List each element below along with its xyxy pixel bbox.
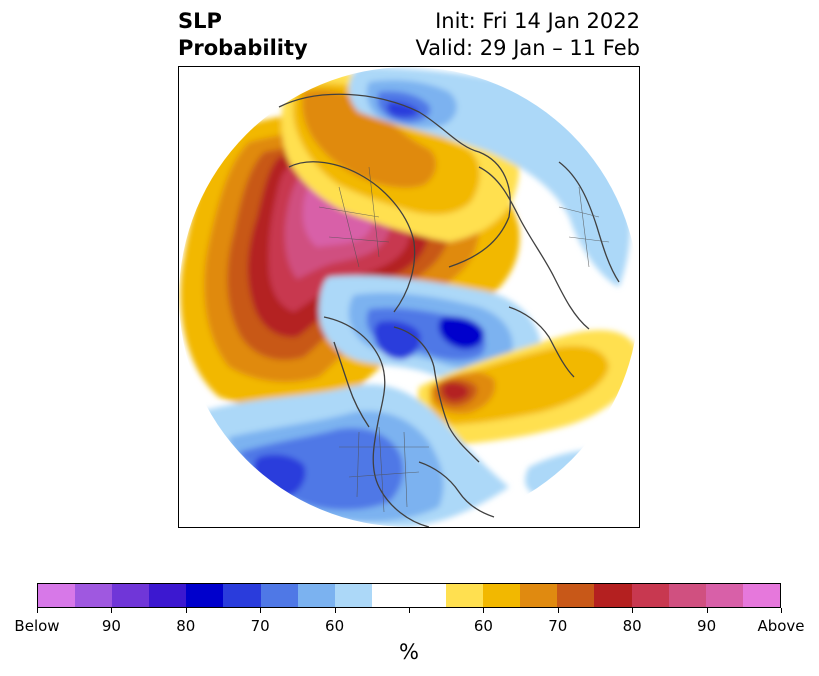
colorbar-segment	[742, 584, 780, 607]
colorbar	[37, 583, 781, 608]
colorbar-segment	[260, 584, 298, 607]
colorbar-tick-label: 80	[622, 617, 642, 635]
colorbar-tick-mark	[781, 608, 782, 613]
colorbar-segment	[668, 584, 706, 607]
probability-fields	[180, 67, 639, 527]
colorbar-segment	[186, 584, 224, 607]
colorbar-tick-label: 60	[325, 617, 345, 635]
colorbar-segment	[705, 584, 743, 607]
colorbar-tick-mark	[557, 608, 559, 613]
colorbar-tick-label: Below	[14, 617, 60, 635]
colorbar-tick-label: 70	[548, 617, 568, 635]
colorbar-segment	[446, 584, 484, 607]
colorbar-segment	[483, 584, 521, 607]
colorbar-tick-mark	[409, 608, 410, 613]
above-field-siberia	[281, 71, 520, 242]
colorbar-segment	[223, 584, 261, 607]
colorbar-segment	[520, 584, 558, 607]
colorbar-tick-label: 90	[697, 617, 717, 635]
colorbar-tick-mark	[632, 608, 634, 613]
colorbar-tick-mark	[334, 608, 336, 613]
colorbar-segment	[334, 584, 372, 607]
title-line-2: Probability	[178, 36, 308, 60]
colorbar-segment	[408, 584, 447, 607]
colorbar-segment	[631, 584, 669, 607]
init-date: Init: Fri 14 Jan 2022	[435, 9, 640, 33]
colorbar-unit: %	[399, 640, 419, 664]
date-info: Init: Fri 14 Jan 2022 Valid: 29 Jan – 11…	[415, 8, 640, 62]
probability-map	[178, 66, 640, 528]
colorbar-tick-mark	[483, 608, 485, 613]
colorbar-segment	[557, 584, 595, 607]
colorbar-tick-label: 90	[101, 617, 121, 635]
below-field-canada	[319, 275, 542, 386]
colorbar-tick-mark	[111, 608, 113, 613]
colorbar-segment	[297, 584, 335, 607]
title-line-1: SLP	[178, 9, 222, 33]
coastlines	[278, 93, 620, 527]
colorbar-tick-label: 60	[473, 617, 493, 635]
colorbar-tick-label: Above	[757, 617, 805, 635]
colorbar-tick-mark	[185, 608, 187, 613]
colorbar-segment	[594, 584, 632, 607]
colorbar-segment	[149, 584, 187, 607]
map-title: SLP Probability	[178, 8, 308, 62]
colorbar-segment	[38, 584, 76, 607]
colorbar-segment	[75, 584, 113, 607]
colorbar-tick-mark	[706, 608, 708, 613]
colorbar-segment	[112, 584, 150, 607]
colorbar-tick-label: 80	[176, 617, 196, 635]
borders	[318, 166, 610, 513]
colorbar-segment	[371, 584, 409, 607]
map-svg	[180, 67, 639, 527]
valid-date: Valid: 29 Jan – 11 Feb	[415, 36, 640, 60]
colorbar-tick-mark	[260, 608, 262, 613]
colorbar-tick-mark	[37, 608, 38, 613]
colorbar-tick-label: 70	[250, 617, 270, 635]
above-field-atlantic	[417, 330, 639, 445]
